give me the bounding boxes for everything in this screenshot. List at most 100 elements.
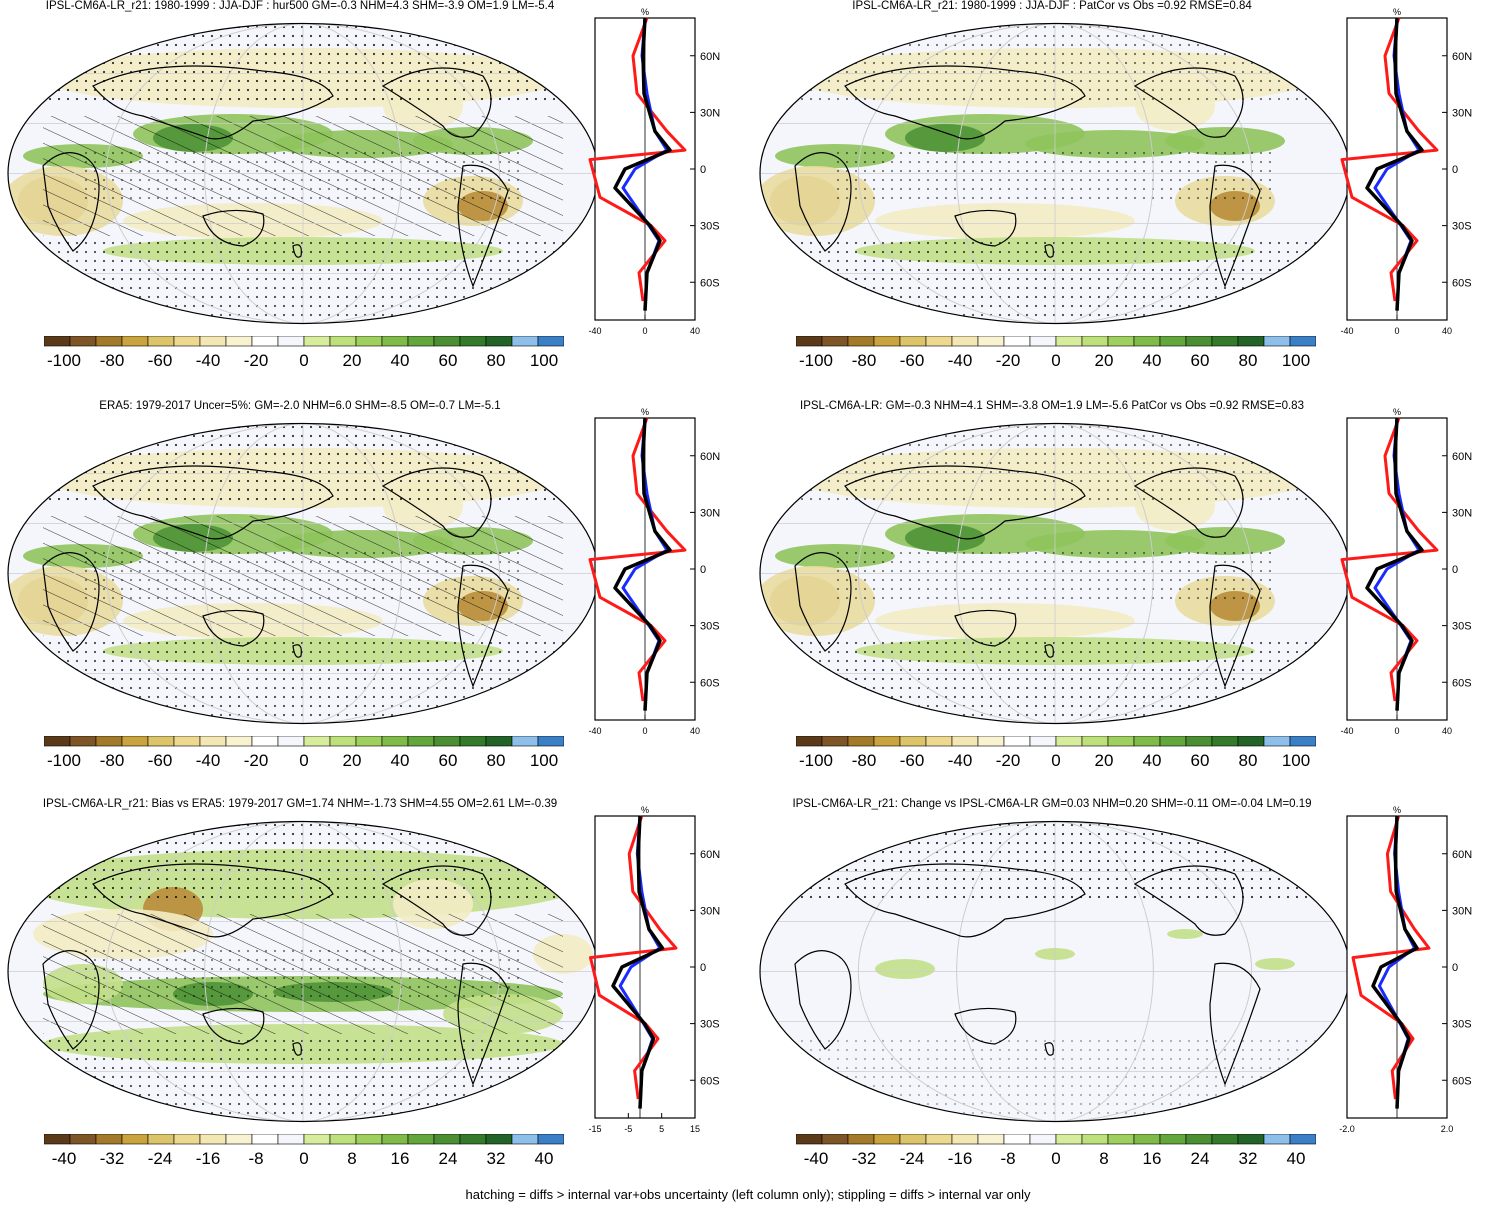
global-map: [759, 22, 1351, 325]
colorbar-tick-label: -16: [195, 1149, 221, 1168]
colorbar-cell: [485, 736, 513, 747]
lat-tick-label: 0: [700, 164, 706, 176]
colorbar-tick-label: 80: [486, 351, 506, 370]
lat-tick-label: 60N: [1452, 849, 1472, 861]
zonal-mean-profile: % 60N 30N 0 30S 60S -40 0 40: [588, 7, 720, 336]
colorbar-cell: [95, 1134, 123, 1145]
lat-tick-label: 30S: [1452, 621, 1472, 633]
colorbar-cell: [121, 736, 149, 747]
figure-panel-1: IPSL-CM6A-LR_r21: 1980-1999 : JJA-DJF : …: [0, 0, 748, 395]
colorbar-cell: [899, 336, 927, 347]
colorbar-cell: [251, 336, 279, 347]
x-tick-label: 15: [690, 1124, 700, 1134]
colorbar-cell: [225, 1134, 253, 1145]
colorbar-cell: [459, 1134, 487, 1145]
lat-tick-label: 0: [1452, 164, 1458, 176]
global-map: [7, 22, 599, 325]
colorbar-cell: [1133, 336, 1161, 347]
panel-title: ERA5: 1979-2017 Uncer=5%: GM=-2.0 NHM=6.…: [99, 400, 501, 412]
colorbar-cell: [873, 736, 901, 747]
lat-tick-label: 0: [1452, 962, 1458, 974]
colorbar-cell: [121, 1134, 149, 1145]
colorbar: [796, 1134, 1316, 1145]
colorbar-cell: [1185, 1134, 1213, 1145]
colorbar-tick-label: 0: [299, 751, 309, 770]
colorbar-labels: -40 -32 -24 -16 -8 0 8 16 24 32 40: [796, 1149, 1316, 1171]
colorbar-cell: [847, 1134, 875, 1145]
lat-tick-label: 30N: [700, 107, 720, 119]
panel-title: IPSL-CM6A-LR: GM=-0.3 NHM=4.1 SHM=-3.8 O…: [800, 400, 1304, 412]
colorbar-cell: [225, 336, 253, 347]
colorbar-cell: [1289, 1134, 1316, 1145]
colorbar-cell: [1289, 336, 1316, 347]
colorbar-labels: -100 -80 -60 -40 -20 0 20 40 60 80 100: [796, 351, 1316, 373]
colorbar-cell: [199, 1134, 227, 1145]
lat-tick-label: 0: [700, 564, 706, 576]
colorbar-cell: [407, 336, 435, 347]
colorbar-cell: [329, 736, 357, 747]
colorbar-cell: [355, 1134, 383, 1145]
colorbar-tick-label: -20: [995, 351, 1021, 370]
global-map: [759, 820, 1351, 1123]
colorbar-tick-label: -40: [947, 751, 973, 770]
black-profile-line: [1365, 417, 1424, 711]
colorbar-tick-label: 0: [1051, 1149, 1061, 1168]
colorbar-cell: [1211, 336, 1239, 347]
colorbar-cell: [433, 1134, 461, 1145]
colorbar-tick-label: -80: [99, 351, 125, 370]
colorbar-tick-label: 80: [486, 751, 506, 770]
colorbar-cell: [355, 736, 383, 747]
colorbar-cell: [1159, 736, 1187, 747]
x-tick-label: -15: [588, 1124, 601, 1134]
colorbar-cell: [95, 736, 123, 747]
lat-tick-label: 30S: [1452, 1019, 1472, 1031]
colorbar-tick-label: -60: [147, 351, 173, 370]
colorbar-tick-label: -24: [899, 1149, 925, 1168]
colorbar-labels: -100 -80 -60 -40 -20 0 20 40 60 80 100: [44, 751, 564, 773]
colorbar-cell: [977, 336, 1005, 347]
colorbar: [796, 336, 1316, 347]
lat-tick-label: 60S: [1452, 277, 1472, 289]
colorbar-tick-label: -8: [248, 1149, 264, 1168]
panel-title: IPSL-CM6A-LR_r21: 1980-1999 : JJA-DJF : …: [852, 0, 1252, 12]
colorbar-cell: [173, 1134, 201, 1145]
colorbar-cell: [1289, 736, 1316, 747]
colorbar-tick-label: 40: [1286, 1149, 1306, 1168]
lat-tick-label: 60S: [1452, 1075, 1472, 1087]
colorbar-tick-label: -60: [147, 751, 173, 770]
colorbar-cell: [44, 736, 71, 747]
colorbar-cell: [1029, 336, 1057, 347]
colorbar-cell: [821, 1134, 849, 1145]
colorbar-tick-label: -16: [947, 1149, 973, 1168]
colorbar-cell: [1211, 1134, 1239, 1145]
colorbar-cell: [173, 336, 201, 347]
x-tick-label: 2.0: [1441, 1124, 1454, 1134]
colorbar-cell: [1055, 736, 1083, 747]
colorbar-cell: [821, 736, 849, 747]
colorbar-cell: [1185, 736, 1213, 747]
colorbar-cell: [1133, 736, 1161, 747]
colorbar-cell: [899, 736, 927, 747]
colorbar-cell: [1029, 1134, 1057, 1145]
colorbar-cell: [537, 336, 564, 347]
colorbar-cell: [1237, 736, 1265, 747]
lat-tick-label: 60N: [1452, 451, 1472, 463]
colorbar-cell: [1081, 736, 1109, 747]
global-map: [759, 422, 1351, 725]
panel-title: IPSL-CM6A-LR_r21: Bias vs ERA5: 1979-201…: [42, 798, 558, 810]
colorbar-tick-label: 32: [486, 1149, 506, 1168]
global-map: [7, 820, 599, 1123]
lat-tick-label: 30S: [700, 1019, 720, 1031]
figure-panel-3: ERA5: 1979-2017 Uncer=5%: GM=-2.0 NHM=6.…: [0, 400, 748, 795]
x-tick-label: -40: [1340, 726, 1353, 736]
colorbar-tick-label: -60: [899, 751, 925, 770]
profile-frame: [594, 815, 696, 1119]
colorbar-cell: [1003, 736, 1031, 747]
colorbar-cell: [44, 1134, 71, 1145]
colorbar-labels: -100 -80 -60 -40 -20 0 20 40 60 80 100: [44, 351, 564, 373]
colorbar-cell: [407, 1134, 435, 1145]
colorbar-tick-label: 60: [1190, 351, 1210, 370]
colorbar-cell: [407, 736, 435, 747]
colorbar-tick-label: 80: [1238, 751, 1258, 770]
lat-tick-label: 30N: [1452, 507, 1472, 519]
